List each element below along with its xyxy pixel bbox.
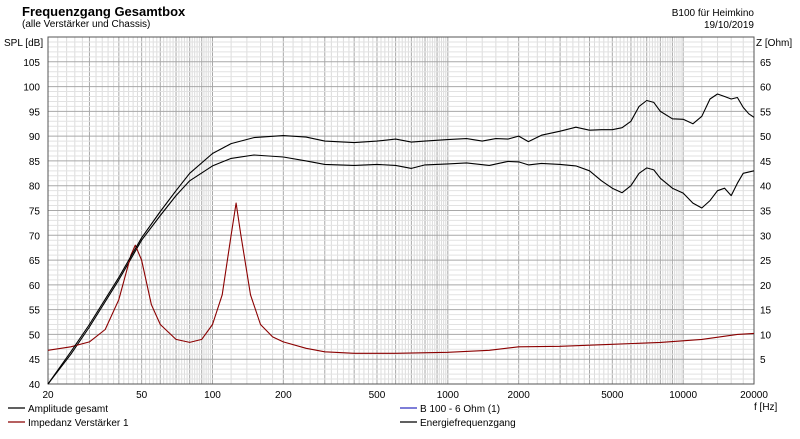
- y-right-tick-label: 60: [760, 83, 772, 94]
- x-tick-label: 100: [204, 390, 221, 401]
- y-right-tick-label: 55: [760, 107, 772, 118]
- y-right-tick-label: 30: [760, 231, 772, 242]
- chart-title: Frequenzgang Gesamtbox: [22, 4, 186, 19]
- x-tick-label: 10000: [669, 390, 697, 401]
- y-right-tick-label: 40: [760, 182, 772, 193]
- y-right-tick-label: 50: [760, 132, 772, 143]
- x-tick-label: 200: [275, 390, 292, 401]
- legend-label: B 100 - 6 Ohm (1): [420, 404, 500, 415]
- x-tick-label: 5000: [601, 390, 624, 401]
- y-left-tick-label: 90: [29, 132, 41, 143]
- y-left-tick-label: 100: [23, 83, 40, 94]
- y-left-tick-label: 45: [29, 355, 41, 366]
- right-axis-label: Z [Ohm]: [756, 38, 792, 49]
- y-right-tick-label: 65: [760, 58, 772, 69]
- y-right-tick-label: 10: [760, 330, 772, 341]
- y-left-tick-label: 80: [29, 182, 41, 193]
- y-left-tick-label: 60: [29, 281, 41, 292]
- y-right-tick-label: 25: [760, 256, 772, 267]
- x-tick-label: 1000: [437, 390, 460, 401]
- x-tick-label: 20000: [740, 390, 768, 401]
- y-left-tick-label: 40: [29, 380, 41, 391]
- y-left-tick-label: 65: [29, 256, 41, 267]
- y-left-tick-label: 50: [29, 330, 41, 341]
- project-name: B100 für Heimkino: [671, 8, 754, 19]
- y-right-tick-label: 20: [760, 281, 772, 292]
- y-right-tick-label: 5: [760, 355, 766, 366]
- chart-date: 19/10/2019: [703, 20, 754, 31]
- x-tick-label: 2000: [508, 390, 531, 401]
- y-left-tick-label: 85: [29, 157, 41, 168]
- series-line-4: [47, 93, 755, 385]
- y-left-tick-label: 105: [23, 58, 40, 69]
- y-left-tick-label: 70: [29, 231, 41, 242]
- legend-label: Energiefrequenzgang: [420, 418, 516, 429]
- left-axis-label: SPL [dB]: [4, 38, 43, 49]
- y-left-tick-label: 75: [29, 207, 41, 218]
- x-axis-label: f [Hz]: [754, 402, 778, 413]
- y-right-tick-label: 15: [760, 306, 772, 317]
- x-tick-label: 500: [369, 390, 386, 401]
- y-right-tick-label: 45: [760, 157, 772, 168]
- x-tick-label: 50: [136, 390, 148, 401]
- chart-subtitle: (alle Verstärker und Chassis): [22, 19, 151, 30]
- y-left-tick-label: 95: [29, 107, 41, 118]
- y-right-tick-label: 35: [760, 207, 772, 218]
- legend-label: Impedanz Verstärker 1: [28, 418, 129, 429]
- series-line-1: [47, 154, 755, 385]
- y-left-tick-label: 55: [29, 306, 41, 317]
- legend-label: Amplitude gesamt: [28, 404, 108, 415]
- series-line-2: [47, 202, 755, 354]
- plot-frame: [47, 36, 755, 385]
- x-tick-label: 20: [42, 390, 54, 401]
